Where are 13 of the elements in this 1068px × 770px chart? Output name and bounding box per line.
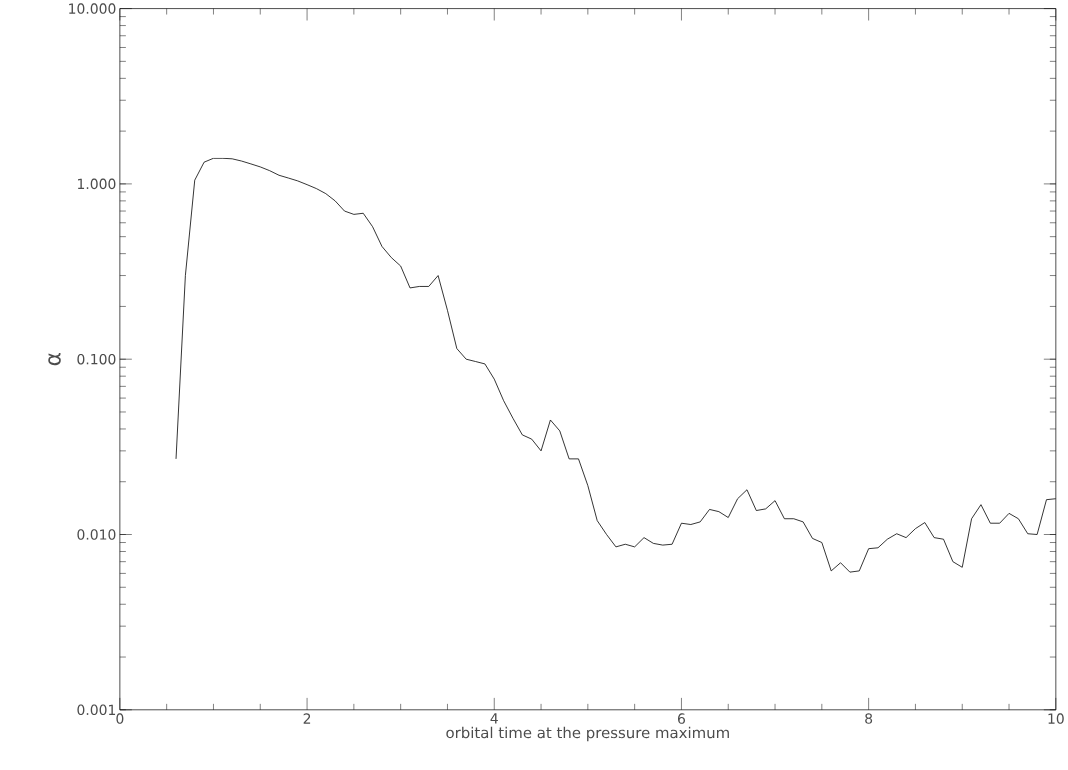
x-tick-label: 8 — [865, 713, 873, 724]
x-tick-label: 2 — [303, 713, 311, 724]
x-tick-label: 4 — [490, 713, 498, 724]
y-axis-title: α — [48, 353, 61, 366]
x-tick-label: 0 — [116, 713, 124, 724]
y-tick-label: 0.010 — [77, 529, 116, 540]
x-tick-label: 6 — [677, 713, 686, 724]
y-tick-label: 1.000 — [78, 178, 116, 190]
y-tick-label: 0.001 — [77, 704, 116, 716]
x-axis-title: orbital time at the pressure maximum — [446, 726, 729, 742]
x-tick-label: 10 — [1048, 713, 1064, 724]
y-tick-label: 10.000 — [69, 3, 116, 14]
y-tick-label: 0.100 — [77, 354, 116, 365]
